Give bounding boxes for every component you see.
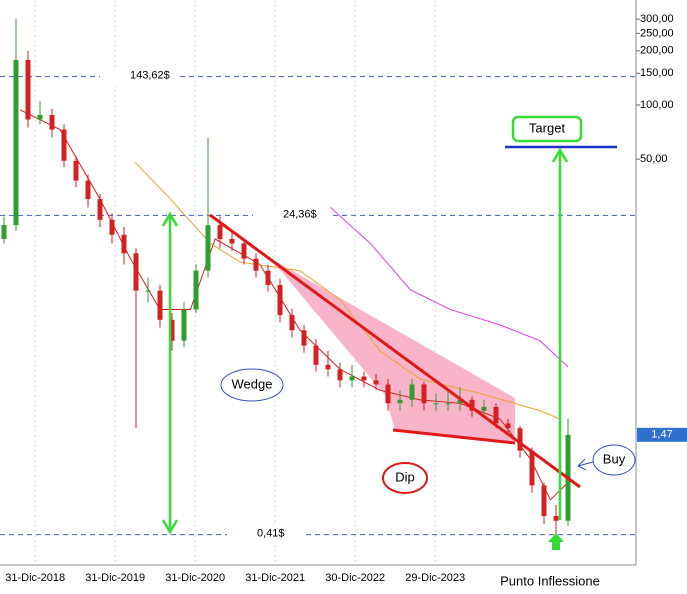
- y-tick-label: 250,00: [640, 27, 674, 39]
- candle-body: [433, 403, 439, 405]
- buy-pointer: [577, 458, 594, 471]
- candle-body: [517, 428, 523, 451]
- candle-body: [205, 225, 211, 271]
- wedge-label: Wedge: [232, 376, 273, 391]
- price-level-label-bg: [100, 67, 178, 86]
- inflection-label: Punto Inflessione: [500, 573, 600, 588]
- range-arrow: [161, 211, 179, 535]
- candle-body: [505, 423, 511, 429]
- candle-body: [385, 384, 391, 404]
- candle-body: [37, 114, 43, 120]
- target-arrow: [551, 147, 569, 520]
- candle-body: [469, 399, 475, 411]
- y-tick-label: 150,00: [640, 67, 674, 79]
- candle-body: [457, 399, 463, 404]
- candle-body: [61, 129, 67, 161]
- axes: 300,00 250,00 200,00 150,00 100,00 50,00 31-Di…: [5, 13, 687, 584]
- candle-body: [493, 406, 499, 424]
- candle-body: [361, 376, 367, 381]
- price-level-label: 24,36$: [283, 208, 317, 220]
- candle-body: [13, 59, 19, 226]
- candle-body: [277, 284, 283, 316]
- candle-body: [313, 345, 319, 365]
- candle-body: [25, 59, 31, 120]
- buy-label: Buy: [603, 451, 626, 466]
- candle-body: [157, 290, 163, 320]
- candle-body: [421, 384, 427, 404]
- candle-body: [241, 243, 247, 259]
- wedge-upper-line: [209, 213, 581, 489]
- price-level-label: 0,41$: [257, 528, 285, 540]
- candle-body: [85, 180, 91, 200]
- candle-body: [217, 225, 223, 240]
- candle-body: [541, 485, 547, 517]
- candle-body: [169, 319, 175, 341]
- price-level-label-bg: [227, 525, 305, 544]
- inflection-arrow: [548, 533, 564, 550]
- x-tick-label: 31-Dic-2019: [85, 572, 145, 584]
- candle-body: [121, 234, 127, 254]
- candle-body: [529, 450, 535, 486]
- target-box: [511, 115, 583, 143]
- candle-body: [253, 258, 259, 271]
- candle-body: [325, 364, 331, 370]
- candle-body: [481, 406, 487, 411]
- last-price-box: [637, 427, 687, 442]
- candle-body: [337, 369, 343, 381]
- candle-body: [445, 403, 451, 405]
- candle-body: [133, 253, 139, 291]
- plot: [1, 19, 571, 535]
- candle-body: [229, 239, 235, 244]
- moving-average: [134, 161, 561, 420]
- candle-body: [193, 270, 199, 310]
- candle-body: [553, 516, 559, 521]
- buy-ellipse: [592, 444, 636, 476]
- candle-body: [145, 290, 151, 292]
- candle-body: [97, 199, 103, 220]
- last-price-label: 1,47: [651, 429, 672, 441]
- x-tick-label: 31-Dic-2020: [165, 572, 225, 584]
- candle-body: [265, 270, 271, 285]
- candle-body: [289, 315, 295, 331]
- candle-body: [181, 309, 187, 341]
- target-label: Target: [529, 120, 566, 135]
- grid: 143,62$ 24,36$ 0,41$: [0, 0, 636, 565]
- dip-label: Dip: [395, 469, 415, 484]
- candle-body: [397, 399, 403, 404]
- y-tick-label: 100,00: [640, 99, 674, 111]
- price-level-label-bg: [253, 206, 331, 225]
- x-tick-label: 29-Dic-2023: [405, 572, 465, 584]
- moving-average: [19, 109, 569, 501]
- candle-body: [73, 160, 79, 181]
- x-tick-label: 31-Dic-2021: [245, 572, 305, 584]
- wedge-lower-line: [392, 428, 516, 445]
- candle-body: [301, 330, 307, 346]
- x-tick-label: 30-Dic-2022: [325, 572, 385, 584]
- candle-body: [409, 384, 415, 400]
- y-tick-label: 300,00: [640, 13, 674, 25]
- candle-body: [1, 225, 7, 240]
- dip-ellipse: [382, 462, 428, 494]
- y-tick-label: 200,00: [640, 45, 674, 57]
- wedge-ellipse: [220, 368, 284, 402]
- y-tick-label: 50,00: [640, 153, 668, 165]
- candle-body: [109, 219, 115, 235]
- price-level-label: 143,62$: [130, 70, 170, 82]
- candle-body: [349, 376, 355, 381]
- candle-body: [373, 380, 379, 385]
- moving-average: [330, 206, 569, 368]
- x-tick-label: 31-Dic-2018: [5, 572, 65, 584]
- candle-body: [49, 114, 55, 130]
